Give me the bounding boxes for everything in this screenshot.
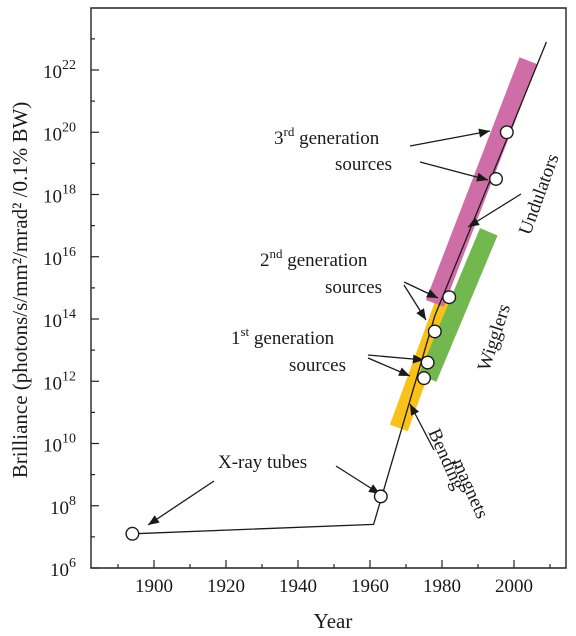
data-point-1976 xyxy=(420,355,435,370)
xray-tubes-label: X-ray tubes xyxy=(218,452,307,473)
arrow-xray-left xyxy=(147,480,215,526)
data-point-1975 xyxy=(417,371,432,386)
gen1-sources-label: sources xyxy=(289,355,346,376)
data-point-1982 xyxy=(442,290,457,305)
gen3-label: 3rd generation xyxy=(274,124,380,149)
x-tick-label-2000: 2000 xyxy=(495,576,533,597)
gen2-label: 2nd generation xyxy=(260,246,368,271)
annotation-arrows xyxy=(147,128,522,526)
y-tick-label-1e16: 1016 xyxy=(43,245,76,270)
data-point-1894 xyxy=(125,526,140,541)
arrow-bending-head xyxy=(410,404,420,416)
y-tick-label-1e20: 1020 xyxy=(43,120,76,145)
x-tick-label-1960: 1960 xyxy=(351,576,389,597)
arrow-undulators-head xyxy=(468,217,480,227)
arrow-gen2-upper-head xyxy=(426,289,438,298)
arrow-gen3-upper-head xyxy=(478,128,490,138)
data-point-1998 xyxy=(499,125,514,140)
data-point-1963 xyxy=(373,489,388,504)
y-tick-label-1e14: 1014 xyxy=(43,307,76,332)
x-tick-label-1920: 1920 xyxy=(207,576,245,597)
arrow-gen1-upper-head xyxy=(412,354,424,364)
y-tick-label-1e12: 1012 xyxy=(43,369,76,394)
y-tick-label-1e8: 108 xyxy=(50,494,76,519)
gen3-sources-label: sources xyxy=(335,154,392,175)
y-axis-title: Brilliance (photons/s/mm²/mrad² /0.1% BW… xyxy=(8,102,32,479)
data-points xyxy=(125,125,514,541)
band-undulators xyxy=(425,57,538,307)
gen2-sources-label: sources xyxy=(325,277,382,298)
y-tick-label-1e10: 1010 xyxy=(43,432,76,457)
arrow-gen3-lower-head xyxy=(476,172,488,182)
y-tick-label-1e22: 1022 xyxy=(43,58,76,83)
arrow-gen1-lower-head xyxy=(398,367,410,376)
axes: 1900 1920 1940 1960 1980 2000 106 108 1010 1012 10… xyxy=(43,7,567,597)
arrow-gen3-upper xyxy=(409,130,491,147)
arrow-gen2-lower-head xyxy=(416,308,426,320)
y-tick-label-1e18: 1018 xyxy=(43,183,76,208)
undulators-label: Undulators xyxy=(515,151,564,238)
x-axis-title: Year xyxy=(314,609,353,633)
x-tick-label-1940: 1940 xyxy=(279,576,317,597)
band-wigglers xyxy=(418,228,498,382)
wigglers-label: Wigglers xyxy=(474,302,515,374)
x-tick-label-1980: 1980 xyxy=(423,576,461,597)
data-point-1995 xyxy=(489,171,504,186)
data-point-1978 xyxy=(427,324,442,339)
gen1-label: 1st generation xyxy=(231,324,335,349)
arrow-xray-left-head xyxy=(148,515,160,525)
x-tick-label-1900: 1900 xyxy=(135,576,173,597)
y-tick-label-1e6: 106 xyxy=(50,556,76,581)
arrow-gen3-lower xyxy=(419,161,489,181)
